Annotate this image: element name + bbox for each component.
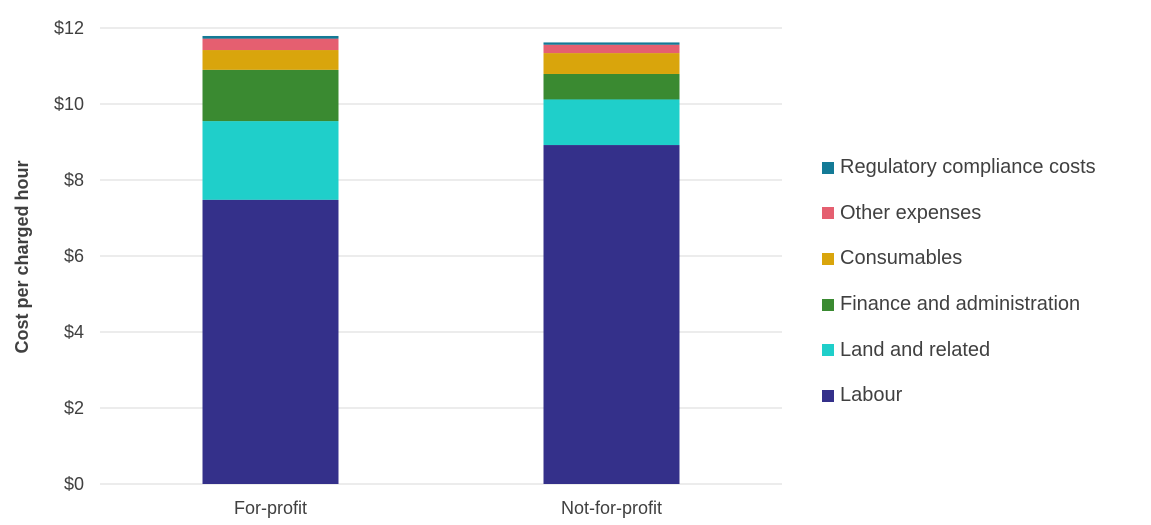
bars — [202, 35, 680, 485]
y-axis-tick-labels: $0 $2 $4 $6 $8 $10 $12 — [54, 18, 84, 494]
x-tick-label: For-profit — [234, 498, 307, 518]
bar-segment — [202, 35, 339, 39]
legend-item: Land and related — [822, 327, 1096, 373]
legend-label: Other expenses — [840, 201, 982, 224]
x-axis-tick-labels: For-profit Not-for-profit — [234, 498, 662, 518]
bar-segment — [543, 145, 680, 485]
y-tick-label: $10 — [54, 94, 84, 114]
legend-label: Finance and administration — [840, 293, 1081, 316]
legend-swatch — [822, 252, 834, 265]
x-tick-label: Not-for-profit — [561, 498, 662, 518]
legend-item: Other expenses — [822, 191, 1096, 237]
legend-swatch — [822, 207, 834, 220]
bar-segment — [202, 199, 339, 484]
legend-item: Labour — [822, 373, 1096, 419]
legend-swatch — [822, 298, 834, 311]
bar-segment — [543, 42, 680, 45]
legend-swatch — [822, 389, 834, 402]
y-tick-label: $8 — [64, 170, 84, 190]
bar-segment — [543, 73, 680, 100]
y-tick-label: $4 — [64, 322, 84, 342]
gridlines — [100, 27, 782, 485]
legend-label: Consumables — [840, 247, 963, 270]
legend-label: Regulatory compliance costs — [840, 156, 1096, 179]
legend-label: Land and related — [840, 338, 991, 361]
y-axis-title: Cost per charged hour — [12, 160, 32, 353]
bar-segment — [202, 50, 339, 70]
y-tick-label: $2 — [64, 398, 84, 418]
bar-segment — [543, 99, 680, 146]
bar-segment — [543, 53, 680, 74]
legend: Regulatory compliance costs Other expense… — [822, 145, 1096, 419]
y-tick-label: $6 — [64, 246, 84, 266]
bar-segment — [202, 121, 339, 200]
bar-segment — [202, 38, 339, 51]
legend-item: Regulatory compliance costs — [822, 145, 1096, 191]
legend-swatch — [822, 344, 834, 357]
legend-label: Labour — [840, 384, 903, 407]
bar-segment — [202, 69, 339, 122]
legend-swatch — [822, 161, 834, 174]
y-tick-label: $0 — [64, 474, 84, 494]
legend-item: Finance and administration — [822, 282, 1096, 328]
y-tick-label: $12 — [54, 18, 84, 38]
bar-segment — [543, 44, 680, 54]
legend-item: Consumables — [822, 236, 1096, 282]
